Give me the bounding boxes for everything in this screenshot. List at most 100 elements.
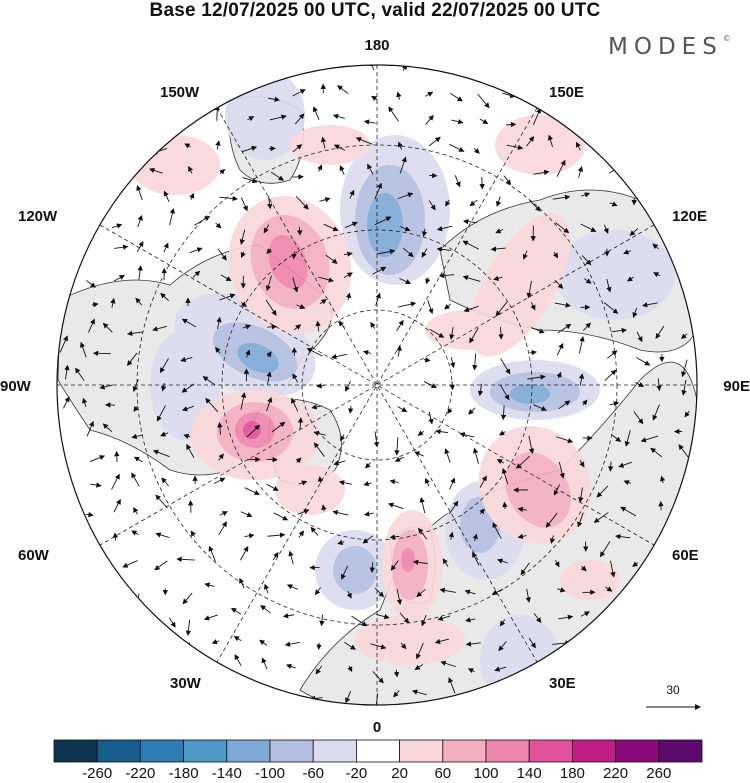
wind-arrow <box>462 240 479 250</box>
wind-arrow <box>423 357 431 363</box>
wind-arrow <box>266 196 273 210</box>
map-boundary <box>56 64 698 706</box>
wind-arrow <box>479 177 485 190</box>
wind-arrow <box>416 588 426 598</box>
pos-anomaly-scandinavia-core <box>401 548 415 572</box>
wind-arrow <box>137 265 143 280</box>
wind-arrow <box>136 184 143 201</box>
wind-arrow <box>659 475 666 484</box>
wind-arrow <box>531 327 545 334</box>
wind-arrow <box>333 460 346 466</box>
wind-arrow <box>241 301 247 307</box>
wind-arrow <box>472 353 478 371</box>
wind-arrow <box>295 457 302 464</box>
wind-arrow <box>593 512 609 523</box>
wind-arrow <box>428 411 434 425</box>
wind-arrow <box>362 350 372 356</box>
wind-arrow <box>605 586 613 592</box>
wind-arrow <box>495 301 508 317</box>
wind-arrow <box>506 144 524 151</box>
wind-arrow <box>129 166 138 172</box>
wind-arrow <box>493 275 503 281</box>
wind-arrow <box>152 325 167 332</box>
wind-arrow <box>552 251 559 259</box>
wind-arrow <box>265 299 277 316</box>
neg-anomaly-bering-core <box>367 193 403 257</box>
wind-arrow <box>370 321 376 329</box>
wind-arrow <box>578 335 585 354</box>
wind-arrow <box>529 349 538 356</box>
wind-arrow <box>473 447 479 464</box>
wind-arrow <box>580 611 590 617</box>
wind-arrow <box>363 481 372 487</box>
pos-anomaly-hudson-core <box>243 421 261 439</box>
wind-arrow <box>273 512 289 521</box>
wind-arrow <box>652 404 660 421</box>
wind-arrow <box>388 106 399 122</box>
wind-arrow <box>556 436 574 444</box>
wind-arrow <box>338 480 352 486</box>
wind-arrow <box>499 619 506 627</box>
wind-arrow <box>217 421 223 435</box>
wind-arrow <box>297 417 304 431</box>
colorbar-swatch <box>183 739 228 763</box>
wind-arrow <box>554 280 564 289</box>
wind-arrow <box>316 642 322 651</box>
wind-arrow <box>469 327 479 344</box>
colorbar-tick-label: -60 <box>302 765 325 782</box>
brand-mark: © <box>722 34 731 44</box>
wind-arrow <box>288 550 294 565</box>
wind-arrow <box>111 223 123 229</box>
wind-arrow <box>436 225 453 232</box>
wind-arrow <box>284 641 300 647</box>
wind-arrow <box>215 140 221 150</box>
colorbar-tick-label: 100 <box>473 765 499 782</box>
wind-arrow <box>296 226 303 236</box>
wind-arrow <box>345 691 352 704</box>
wind-arrow <box>319 614 325 627</box>
wind-arrow <box>397 406 408 412</box>
wind-arrow <box>219 195 238 202</box>
wind-arrow <box>320 136 327 149</box>
wind-arrow <box>285 663 296 669</box>
wind-arrow <box>632 561 639 567</box>
wind-arrow <box>459 432 475 438</box>
colorbar-tick-label: 220 <box>603 765 629 782</box>
wind-arrow <box>272 551 279 561</box>
brand-text: MODES <box>608 34 723 60</box>
wind-arrow <box>582 322 591 331</box>
wind-arrow <box>421 228 428 237</box>
wind-arrow <box>110 297 116 308</box>
wind-arrow <box>154 560 168 571</box>
wind-arrow <box>498 430 506 436</box>
wind-arrow <box>555 222 570 234</box>
pos-anomaly-mediterranean <box>355 615 465 665</box>
wind-vectors <box>59 65 690 705</box>
wind-arrow <box>208 545 216 562</box>
wind-arrow <box>374 216 392 226</box>
wind-arrow <box>517 506 528 513</box>
wind-arrow <box>265 275 272 292</box>
wind-arrow <box>449 500 459 514</box>
lon-label-30w: 30W <box>170 675 202 692</box>
wind-arrow <box>240 392 247 410</box>
wind-arrow <box>343 251 353 257</box>
wind-arrow <box>449 143 465 152</box>
wind-arrow <box>547 134 553 147</box>
wind-arrow <box>437 615 451 621</box>
wind-arrow <box>434 638 449 645</box>
wind-arrow <box>346 65 349 67</box>
wind-arrow <box>435 428 449 435</box>
wind-arrow <box>294 113 305 125</box>
wind-arrow <box>341 565 348 580</box>
colorbar-swatch <box>355 739 400 763</box>
wind-arrow <box>312 106 320 120</box>
wind-arrow <box>313 430 326 437</box>
wind-arrow <box>189 247 203 254</box>
wind-arrow <box>473 147 480 154</box>
wind-arrow <box>269 114 287 121</box>
wind-arrow <box>234 654 242 666</box>
wind-arrow <box>132 379 139 393</box>
wind-arrow <box>556 159 566 177</box>
wind-arrow <box>113 498 121 513</box>
